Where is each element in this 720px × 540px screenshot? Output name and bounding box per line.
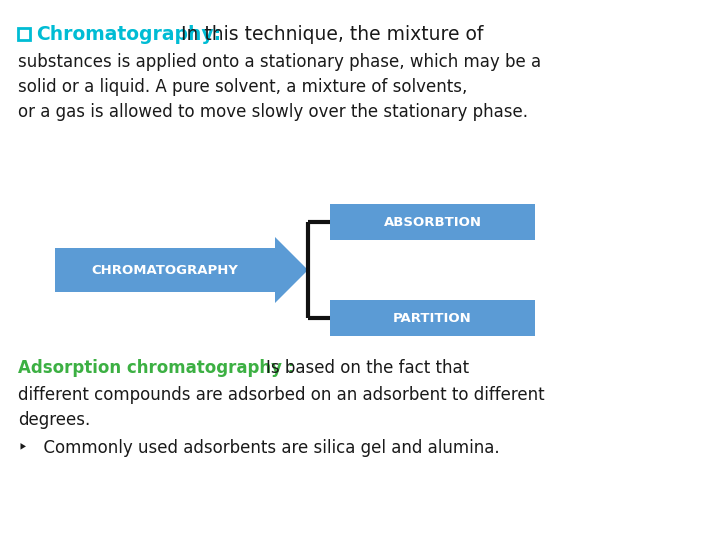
Text: Adsorption chromatography :: Adsorption chromatography : xyxy=(18,359,300,377)
Text: CHROMATOGRAPHY: CHROMATOGRAPHY xyxy=(91,264,238,276)
Text: different compounds are adsorbed on an adsorbent to different: different compounds are adsorbed on an a… xyxy=(18,386,544,404)
Text: Is based on the fact that: Is based on the fact that xyxy=(266,359,469,377)
FancyBboxPatch shape xyxy=(330,204,535,240)
FancyBboxPatch shape xyxy=(330,300,535,336)
Text: Chromatography:: Chromatography: xyxy=(36,24,221,44)
Text: or a gas is allowed to move slowly over the stationary phase.: or a gas is allowed to move slowly over … xyxy=(18,103,528,121)
Text: degrees.: degrees. xyxy=(18,411,90,429)
Text: solid or a liquid. A pure solvent, a mixture of solvents,: solid or a liquid. A pure solvent, a mix… xyxy=(18,78,467,96)
Text: In this technique, the mixture of: In this technique, the mixture of xyxy=(175,24,483,44)
Polygon shape xyxy=(55,237,308,303)
Text: PARTITION: PARTITION xyxy=(393,312,472,325)
Text: ‣   Commonly used adsorbents are silica gel and alumina.: ‣ Commonly used adsorbents are silica ge… xyxy=(18,439,500,457)
Text: ABSORBTION: ABSORBTION xyxy=(384,215,482,228)
Text: substances is applied onto a stationary phase, which may be a: substances is applied onto a stationary … xyxy=(18,53,541,71)
